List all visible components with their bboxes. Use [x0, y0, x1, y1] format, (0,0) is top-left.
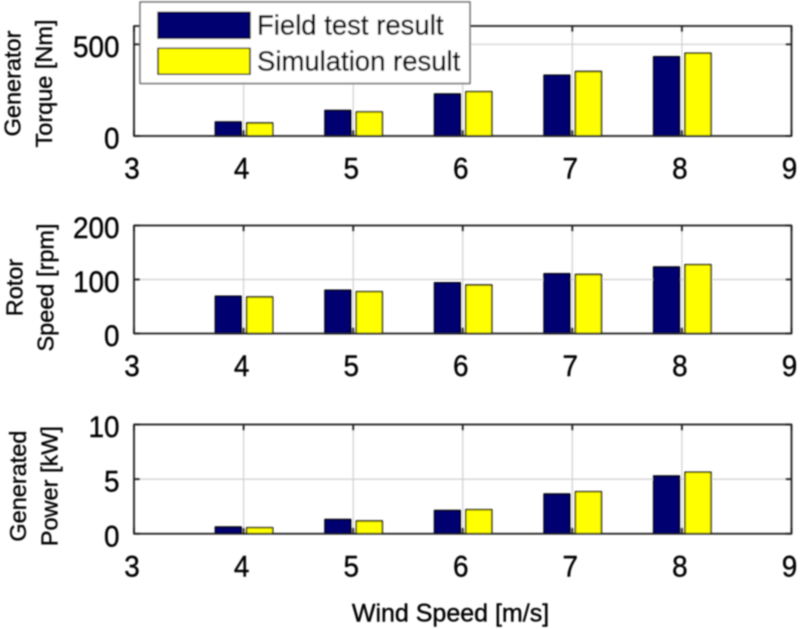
svg-text:5: 5 — [343, 550, 359, 583]
svg-text:Power [kW]: Power [kW] — [37, 426, 63, 546]
svg-text:0: 0 — [104, 520, 120, 553]
svg-text:0: 0 — [104, 123, 120, 156]
svg-text:3: 3 — [124, 153, 140, 186]
svg-text:Rotor: Rotor — [2, 259, 28, 317]
svg-text:8: 8 — [672, 153, 688, 186]
svg-text:7: 7 — [563, 550, 579, 583]
svg-text:200: 200 — [73, 212, 120, 245]
svg-text:7: 7 — [563, 350, 579, 383]
svg-text:Generator: Generator — [0, 30, 26, 136]
svg-text:500: 500 — [73, 31, 120, 64]
svg-text:5: 5 — [343, 350, 359, 383]
svg-text:6: 6 — [453, 153, 469, 186]
svg-text:4: 4 — [234, 350, 250, 383]
svg-text:4: 4 — [234, 153, 250, 186]
svg-text:6: 6 — [453, 350, 469, 383]
svg-text:100: 100 — [73, 266, 120, 299]
svg-text:10: 10 — [88, 411, 119, 444]
svg-text:3: 3 — [124, 550, 140, 583]
svg-text:Simulation result: Simulation result — [257, 46, 461, 77]
svg-text:Field test result: Field test result — [257, 10, 444, 41]
svg-text:8: 8 — [672, 550, 688, 583]
svg-text:9: 9 — [782, 153, 798, 186]
svg-text:Wind Speed [m/s]: Wind Speed [m/s] — [352, 600, 549, 628]
svg-text:Torque [Nm]: Torque [Nm] — [31, 20, 57, 148]
svg-text:3: 3 — [124, 350, 140, 383]
svg-text:5: 5 — [104, 466, 120, 499]
svg-text:5: 5 — [343, 153, 359, 186]
svg-text:Generated: Generated — [5, 431, 31, 542]
svg-text:8: 8 — [672, 350, 688, 383]
svg-text:0: 0 — [104, 320, 120, 353]
svg-text:Speed [rpm]: Speed [rpm] — [33, 223, 59, 351]
svg-text:6: 6 — [453, 550, 469, 583]
svg-text:9: 9 — [782, 550, 798, 583]
svg-text:4: 4 — [234, 550, 250, 583]
svg-text:9: 9 — [782, 350, 798, 383]
svg-text:7: 7 — [563, 153, 579, 186]
